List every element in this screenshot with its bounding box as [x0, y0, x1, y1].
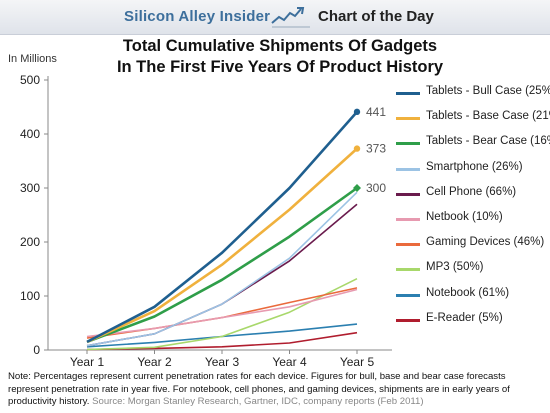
series-line [86, 191, 358, 347]
legend-swatch [396, 117, 420, 121]
y-tick-label: 200 [20, 235, 40, 249]
series-line [86, 186, 358, 344]
legend-swatch [396, 293, 420, 297]
y-tick-label: 100 [20, 289, 40, 303]
y-tick-label: 300 [20, 181, 40, 195]
legend-label: Cell Phone (66%) [426, 185, 517, 198]
x-tick-label: Year 5 [340, 355, 375, 369]
legend-label: Notebook (61%) [426, 286, 510, 299]
chart-title: Total Cumulative Shipments Of Gadgets In… [60, 36, 500, 78]
legend-swatch [396, 217, 420, 221]
legend-item: Smartphone (26%) [392, 160, 548, 185]
legend-item: E-Reader (5%) [392, 311, 548, 336]
header-banner: Silicon Alley Insider Chart of the Day [0, 0, 550, 35]
legend-label: Smartphone (26%) [426, 160, 523, 173]
legend-swatch [396, 142, 420, 146]
series-line [86, 288, 358, 338]
legend-item: Notebook (61%) [392, 286, 548, 311]
x-tick-label: Year 2 [137, 355, 172, 369]
series-end-marker [353, 184, 361, 192]
legend-label: MP3 (50%) [426, 261, 484, 274]
series-line [86, 331, 358, 351]
series-end-marker [353, 145, 361, 152]
legend-label: Tablets - Bear Case (16%) [426, 135, 550, 148]
x-tick-label: Year 4 [272, 355, 307, 369]
data-label: 300 [366, 181, 386, 195]
legend-item: Cell Phone (66%) [392, 185, 548, 210]
legend-swatch [396, 167, 420, 171]
y-tick-label: 500 [20, 73, 40, 87]
series-line [86, 147, 358, 344]
series-line [86, 287, 358, 339]
legend-item: Tablets - Bear Case (16%) [392, 134, 550, 159]
legend-item: MP3 (50%) [392, 260, 548, 285]
y-axis-unit-label: In Millions [8, 53, 57, 65]
legend-label: Tablets - Base Case (21%) [426, 110, 550, 123]
x-tick-label: Year 1 [70, 355, 105, 369]
chart-title-line-2: In The First Five Years Of Product Histo… [116, 58, 444, 76]
legend-item: Netbook (10%) [392, 210, 548, 235]
trend-logo-icon [271, 7, 310, 28]
chart-title-line-1: Total Cumulative Shipments Of Gadgets [122, 37, 438, 55]
x-tick-label: Year 3 [205, 355, 240, 369]
legend-swatch [396, 192, 420, 196]
legend-item: Gaming Devices (46%) [392, 235, 548, 260]
legend-item: Tablets - Bull Case (25%) [392, 84, 550, 109]
brand-name: Silicon Alley Insider [124, 8, 271, 25]
footnote: Note: Percentages represent current pene… [8, 371, 544, 409]
series-line [86, 111, 358, 344]
legend-label: Tablets - Bull Case (25%) [426, 85, 550, 97]
data-label: 373 [366, 142, 386, 156]
series-end-marker [353, 108, 361, 116]
legend-swatch [396, 268, 420, 272]
chart-legend: Tablets - Bull Case (25%) Tablets - Base … [392, 84, 550, 336]
legend-label: Gaming Devices (46%) [426, 236, 545, 249]
legend-swatch [396, 92, 420, 95]
legend-label: Netbook (10%) [426, 210, 503, 223]
legend-swatch [396, 318, 420, 322]
footnote-text: Note: Percentages represent current pene… [8, 371, 510, 407]
source-text: Source: Morgan Stanley Research, Gartner… [92, 396, 424, 407]
section-title: Chart of the Day [318, 8, 434, 25]
y-tick-label: 0 [33, 343, 40, 357]
legend-item: Tablets - Base Case (21%) [392, 109, 550, 134]
data-label: 441 [366, 105, 386, 119]
y-tick-label: 400 [20, 127, 40, 141]
legend-label: E-Reader (5%) [426, 311, 503, 324]
legend-swatch [396, 243, 420, 247]
